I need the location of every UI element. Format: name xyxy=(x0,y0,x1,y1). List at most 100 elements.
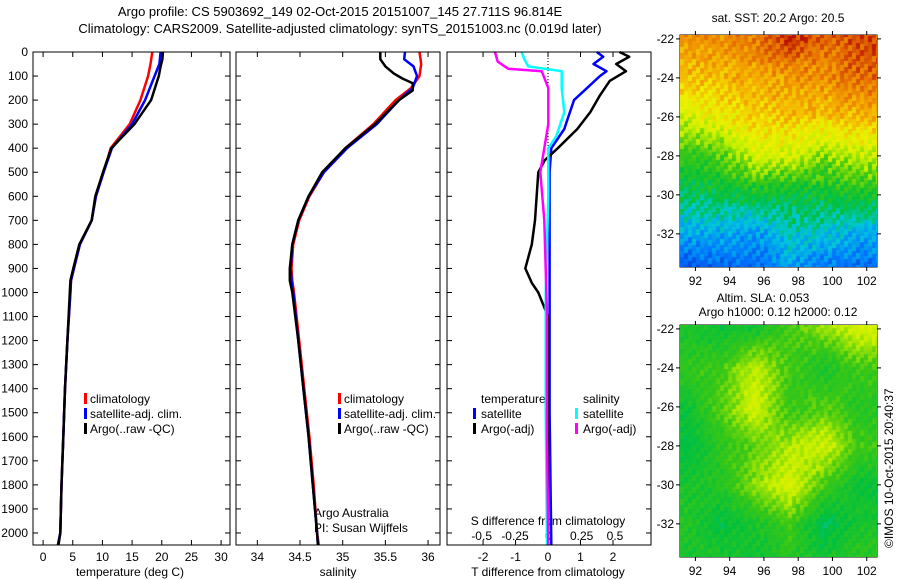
legend-swatch-climatology xyxy=(338,393,341,404)
y-tick-label: 1900 xyxy=(1,502,28,516)
sla-map-subtitle: Argo h1000: 0.12 h2000: 0.12 xyxy=(699,305,858,319)
y-tick-label: 600 xyxy=(8,189,28,203)
legend-label: Argo(-adj) xyxy=(481,422,534,436)
y-tick-label: 1500 xyxy=(1,406,28,420)
series-line-climatology xyxy=(56,51,154,546)
salinity-legend: climatology satellite-adj. clim. Argo(..… xyxy=(314,392,436,535)
y-tick-label: 100 xyxy=(8,69,28,83)
sst-map-title: sat. SST: 20.2 Argo: 20.5 xyxy=(712,11,845,25)
legend-swatch-satellite xyxy=(338,408,341,419)
map-x-tick-label: 100 xyxy=(822,564,842,578)
credit-text: ©IMOS 10-Oct-2015 20:40:37 xyxy=(882,388,896,548)
y-tick-label: 1700 xyxy=(1,454,28,468)
map-y-tick-label: -32 xyxy=(657,517,675,531)
legend-label: Argo(-adj) xyxy=(583,422,636,436)
y-tick-label: 800 xyxy=(8,237,28,251)
x2-tick-label: 0.25 xyxy=(570,529,594,543)
y-tick-label: 2000 xyxy=(1,526,28,540)
x-tick-label: 30 xyxy=(214,550,228,564)
legend-label: Argo(..raw -QC) xyxy=(90,422,175,436)
y-tick-label: 300 xyxy=(8,117,28,131)
map-y-tick-label: -30 xyxy=(657,188,675,202)
legend-label: climatology xyxy=(344,392,404,406)
map-y-tick-label: -28 xyxy=(657,149,675,163)
legend-swatch-s-satellite xyxy=(575,408,578,419)
y-tick-label: 1000 xyxy=(1,285,28,299)
x-tick-label: 15 xyxy=(125,550,139,564)
map-y-tick-label: -26 xyxy=(657,110,675,124)
map-x-tick-label: 96 xyxy=(757,274,771,288)
map-y-tick-label: -24 xyxy=(657,71,675,85)
legend-label: Argo(..raw -QC) xyxy=(344,422,429,436)
map-x-tick-label: 92 xyxy=(689,564,703,578)
x-tick-label: 35 xyxy=(336,550,350,564)
x-tick-label: 36 xyxy=(421,550,435,564)
legend-label: satellite-adj. clim. xyxy=(344,407,436,421)
sst-heatmap xyxy=(680,35,877,267)
legend-swatch-t-argo xyxy=(473,423,476,434)
legend-swatch-s-argo xyxy=(575,423,578,434)
x-tick-label: 34.5 xyxy=(288,550,312,564)
map-x-tick-label: 94 xyxy=(723,274,737,288)
map-x-tick-label: 92 xyxy=(689,274,703,288)
difference-legend: temperature salinity satellite Argo(-adj… xyxy=(473,392,636,436)
map-x-tick-label: 100 xyxy=(822,274,842,288)
title-line-1: Argo profile: CS 5903692_149 02-Oct-2015… xyxy=(118,4,563,19)
plot-frame xyxy=(235,51,441,546)
temperature-xlabel: temperature (deg C) xyxy=(76,565,184,579)
x-tick-label: 5 xyxy=(69,550,76,564)
y-tick-label: 1600 xyxy=(1,430,28,444)
series-line-satellite-adj-clim- xyxy=(289,51,419,546)
y-tick-label: 1300 xyxy=(1,358,28,372)
x-tick-label: 10 xyxy=(96,550,110,564)
map-x-tick-label: 98 xyxy=(792,274,806,288)
x-tick-label: 34 xyxy=(251,550,265,564)
annotation-argo-australia: Argo Australia xyxy=(314,506,389,520)
plot-frame xyxy=(32,51,231,546)
legend-label: satellite-adj. clim. xyxy=(90,407,182,421)
annotation-pi: PI: Susan Wijffels xyxy=(314,521,408,535)
legend-label: climatology xyxy=(90,392,150,406)
series-line-s-argo-adj- xyxy=(493,51,550,546)
y-tick-label: 700 xyxy=(8,213,28,227)
series-line-argo-raw-qc- xyxy=(288,52,414,546)
series-line-t-satellite xyxy=(548,50,608,546)
legend-label: satellite xyxy=(583,407,624,421)
legend-swatch-climatology xyxy=(84,393,87,404)
y-tick-label: 900 xyxy=(8,261,28,275)
legend-swatch-t-satellite xyxy=(473,408,476,419)
x2-tick-label: -0.25 xyxy=(501,529,529,543)
x2-tick-label: 0.5 xyxy=(607,529,624,543)
x-tick-label: 2 xyxy=(610,550,617,564)
map-y-tick-label: -32 xyxy=(657,227,675,241)
series-line-satellite-adj-clim- xyxy=(56,51,162,546)
map-y-tick-label: -24 xyxy=(657,361,675,375)
map-y-tick-label: -22 xyxy=(657,32,675,46)
y-tick-label: 200 xyxy=(8,93,28,107)
x-tick-label: 25 xyxy=(185,550,199,564)
y-tick-label: 0 xyxy=(21,45,28,59)
legend-label: satellite xyxy=(481,407,522,421)
map-y-tick-label: -30 xyxy=(657,478,675,492)
title-line-2: Climatology: CARS2009. Satellite-adjuste… xyxy=(78,21,601,36)
sla-map-title: Altim. SLA: 0.053 xyxy=(717,291,810,305)
plot-frame xyxy=(446,51,652,546)
y-tick-label: 500 xyxy=(8,165,28,179)
series-line-t-argo-adj- xyxy=(524,50,631,545)
sla-heatmap xyxy=(680,325,877,557)
legend-title-salinity: salinity xyxy=(583,392,620,406)
x-tick-label: -1 xyxy=(510,550,521,564)
y-tick-label: 1100 xyxy=(2,310,28,324)
x-tick-label: 35.5 xyxy=(374,550,398,564)
series-line-s-satellite xyxy=(520,51,566,546)
map-y-tick-label: -22 xyxy=(657,322,675,336)
map-x-tick-label: 96 xyxy=(757,564,771,578)
map-y-tick-label: -26 xyxy=(657,400,675,414)
salinity-xlabel: salinity xyxy=(320,565,357,579)
x-tick-label: 0 xyxy=(545,550,552,564)
x-tick-label: 20 xyxy=(155,550,169,564)
series-line-argo-raw-qc- xyxy=(57,51,165,546)
y-tick-label: 400 xyxy=(8,141,28,155)
x-tick-label: -2 xyxy=(478,550,489,564)
